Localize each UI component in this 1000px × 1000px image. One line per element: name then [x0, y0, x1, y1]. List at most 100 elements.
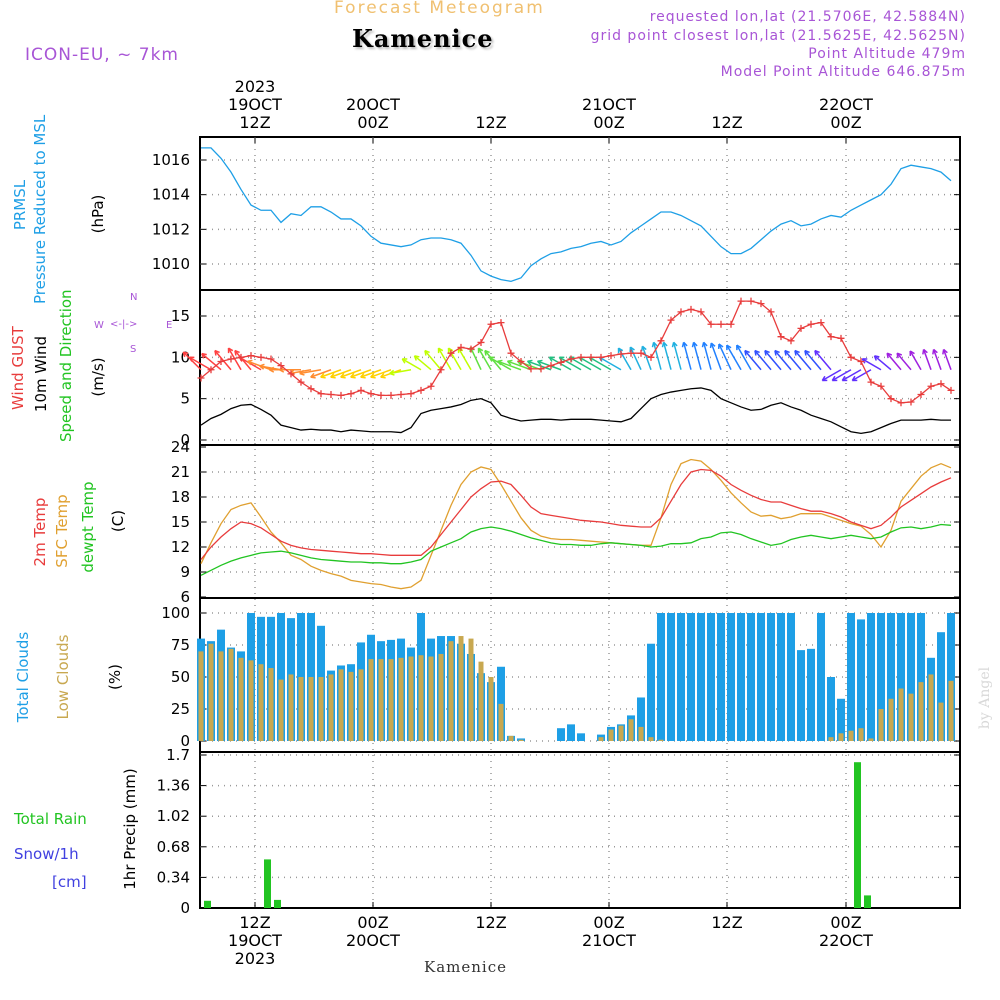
low-cloud-bar: [388, 659, 394, 741]
total-cloud-bar: [797, 650, 805, 741]
low-cloud-bar: [488, 677, 494, 741]
low-cloud-bar: [468, 638, 474, 741]
total-cloud-bar: [677, 613, 685, 741]
top-hour-label: 00Z: [357, 113, 388, 132]
wind-arrow-head: [548, 356, 555, 362]
gust-line-marker: [367, 390, 375, 398]
low-cloud-bar: [348, 671, 354, 741]
wind-arrow: [942, 349, 952, 370]
total-cloud-bar: [577, 733, 585, 741]
wind-arrow: [726, 344, 742, 371]
wind-arrow: [831, 369, 852, 382]
low-cloud-bar: [238, 657, 244, 741]
wind-arrow: [804, 350, 822, 371]
low-cloud-bar: [198, 651, 204, 741]
wind-arrow-head: [259, 363, 265, 370]
low-cloud-bar: [828, 737, 834, 741]
total-cloud-bar: [907, 613, 915, 741]
wind-arrow-head: [401, 358, 408, 364]
low-cloud-bar: [918, 682, 924, 741]
ytick-label: 0: [180, 431, 190, 449]
gust-line-marker: [507, 349, 515, 357]
gust-line-marker: [797, 324, 805, 332]
top-hour-label: 00Z: [593, 113, 624, 132]
wind-arrow-head: [424, 349, 430, 356]
wind-arrow-head: [726, 344, 732, 351]
low-cloud-bar: [928, 674, 934, 741]
gust-line-marker: [727, 320, 735, 328]
wind-arrow: [477, 347, 492, 371]
wind-arrow-head: [488, 356, 495, 362]
total-cloud-bar: [887, 613, 895, 741]
ytick-label: 0.34: [157, 868, 190, 886]
wind-arrow: [201, 353, 222, 371]
low-cloud-bar: [858, 728, 864, 741]
ytick-label: 75: [171, 636, 190, 654]
bottom-hour-label: 00Z: [593, 913, 624, 932]
wind-arrow: [692, 342, 702, 370]
gust-line-marker: [667, 316, 675, 324]
low-cloud-bar: [658, 739, 664, 741]
wind-arrow: [289, 368, 312, 375]
wind-arrow-head: [437, 347, 444, 354]
bottom-hour-label: 12Z: [475, 913, 506, 932]
point-altitude: Point Altitude 479m: [808, 46, 966, 62]
bottom-day-label: 22OCT: [819, 931, 873, 950]
compass-e: E: [166, 320, 173, 331]
low-cloud-bar: [518, 739, 524, 741]
gust-line-marker: [237, 353, 245, 361]
wind-arrow-head: [447, 347, 454, 354]
ytick-label: 0: [180, 732, 190, 750]
total-cloud-bar: [827, 677, 835, 741]
low-cloud-bar: [888, 698, 894, 741]
requested-coords: requested lon,lat (21.5706E, 42.5884N): [649, 9, 966, 25]
gust-line-marker: [497, 319, 505, 327]
gust-line: [200, 300, 952, 404]
ytick-label: 9: [180, 563, 190, 581]
wind-arrow-head: [389, 369, 395, 376]
wind-arrow: [424, 350, 442, 371]
wind-arrow-head: [506, 359, 513, 366]
wind-arrow-head: [477, 347, 484, 354]
low-cloud-bar: [228, 648, 234, 741]
wind-arrow: [507, 360, 532, 371]
gust-line-marker: [947, 386, 955, 394]
gust-line-marker: [597, 353, 605, 361]
low-cloud-bar: [398, 657, 404, 741]
wind-arrow: [330, 369, 352, 378]
gust-line-marker: [567, 355, 575, 363]
rain-bar: [264, 859, 271, 908]
total-cloud-bar: [867, 613, 875, 741]
bottom-hour-label: 12Z: [239, 913, 270, 932]
ytick-label: 12: [171, 538, 190, 556]
gust-line-marker: [547, 362, 555, 370]
wind10-line: [200, 387, 951, 435]
ytick-label: 1.02: [157, 807, 190, 825]
gust-line-marker: [877, 382, 885, 390]
wind-arrow: [851, 369, 872, 382]
gust-line-marker: [927, 382, 935, 390]
wind-arrow-head: [617, 347, 624, 354]
gust-line-marker: [427, 382, 435, 390]
gust-line-marker: [517, 357, 525, 365]
compass-n: N: [130, 292, 138, 303]
total-cloud-bar: [947, 613, 955, 741]
ytick-label: 1016: [152, 151, 190, 169]
wind-arrow: [821, 369, 842, 382]
gust-line-marker: [917, 391, 925, 399]
wind-arrow: [652, 342, 662, 370]
gust-line-marker: [217, 357, 225, 365]
total-cloud-bar: [557, 728, 565, 741]
gust-line-marker: [337, 391, 345, 399]
wind-arrow-head: [841, 375, 848, 382]
top-hour-label: 12Z: [239, 113, 270, 132]
wind-arrow-head: [269, 366, 275, 373]
top-day-label: 22OCT: [819, 95, 873, 114]
gust-line-marker: [647, 353, 655, 361]
wind-arrow: [896, 352, 912, 371]
wind-arrow: [718, 343, 732, 371]
wind-arrow: [527, 360, 552, 371]
wind-arrow-head: [246, 359, 253, 366]
low-cloud-bar: [338, 669, 344, 741]
